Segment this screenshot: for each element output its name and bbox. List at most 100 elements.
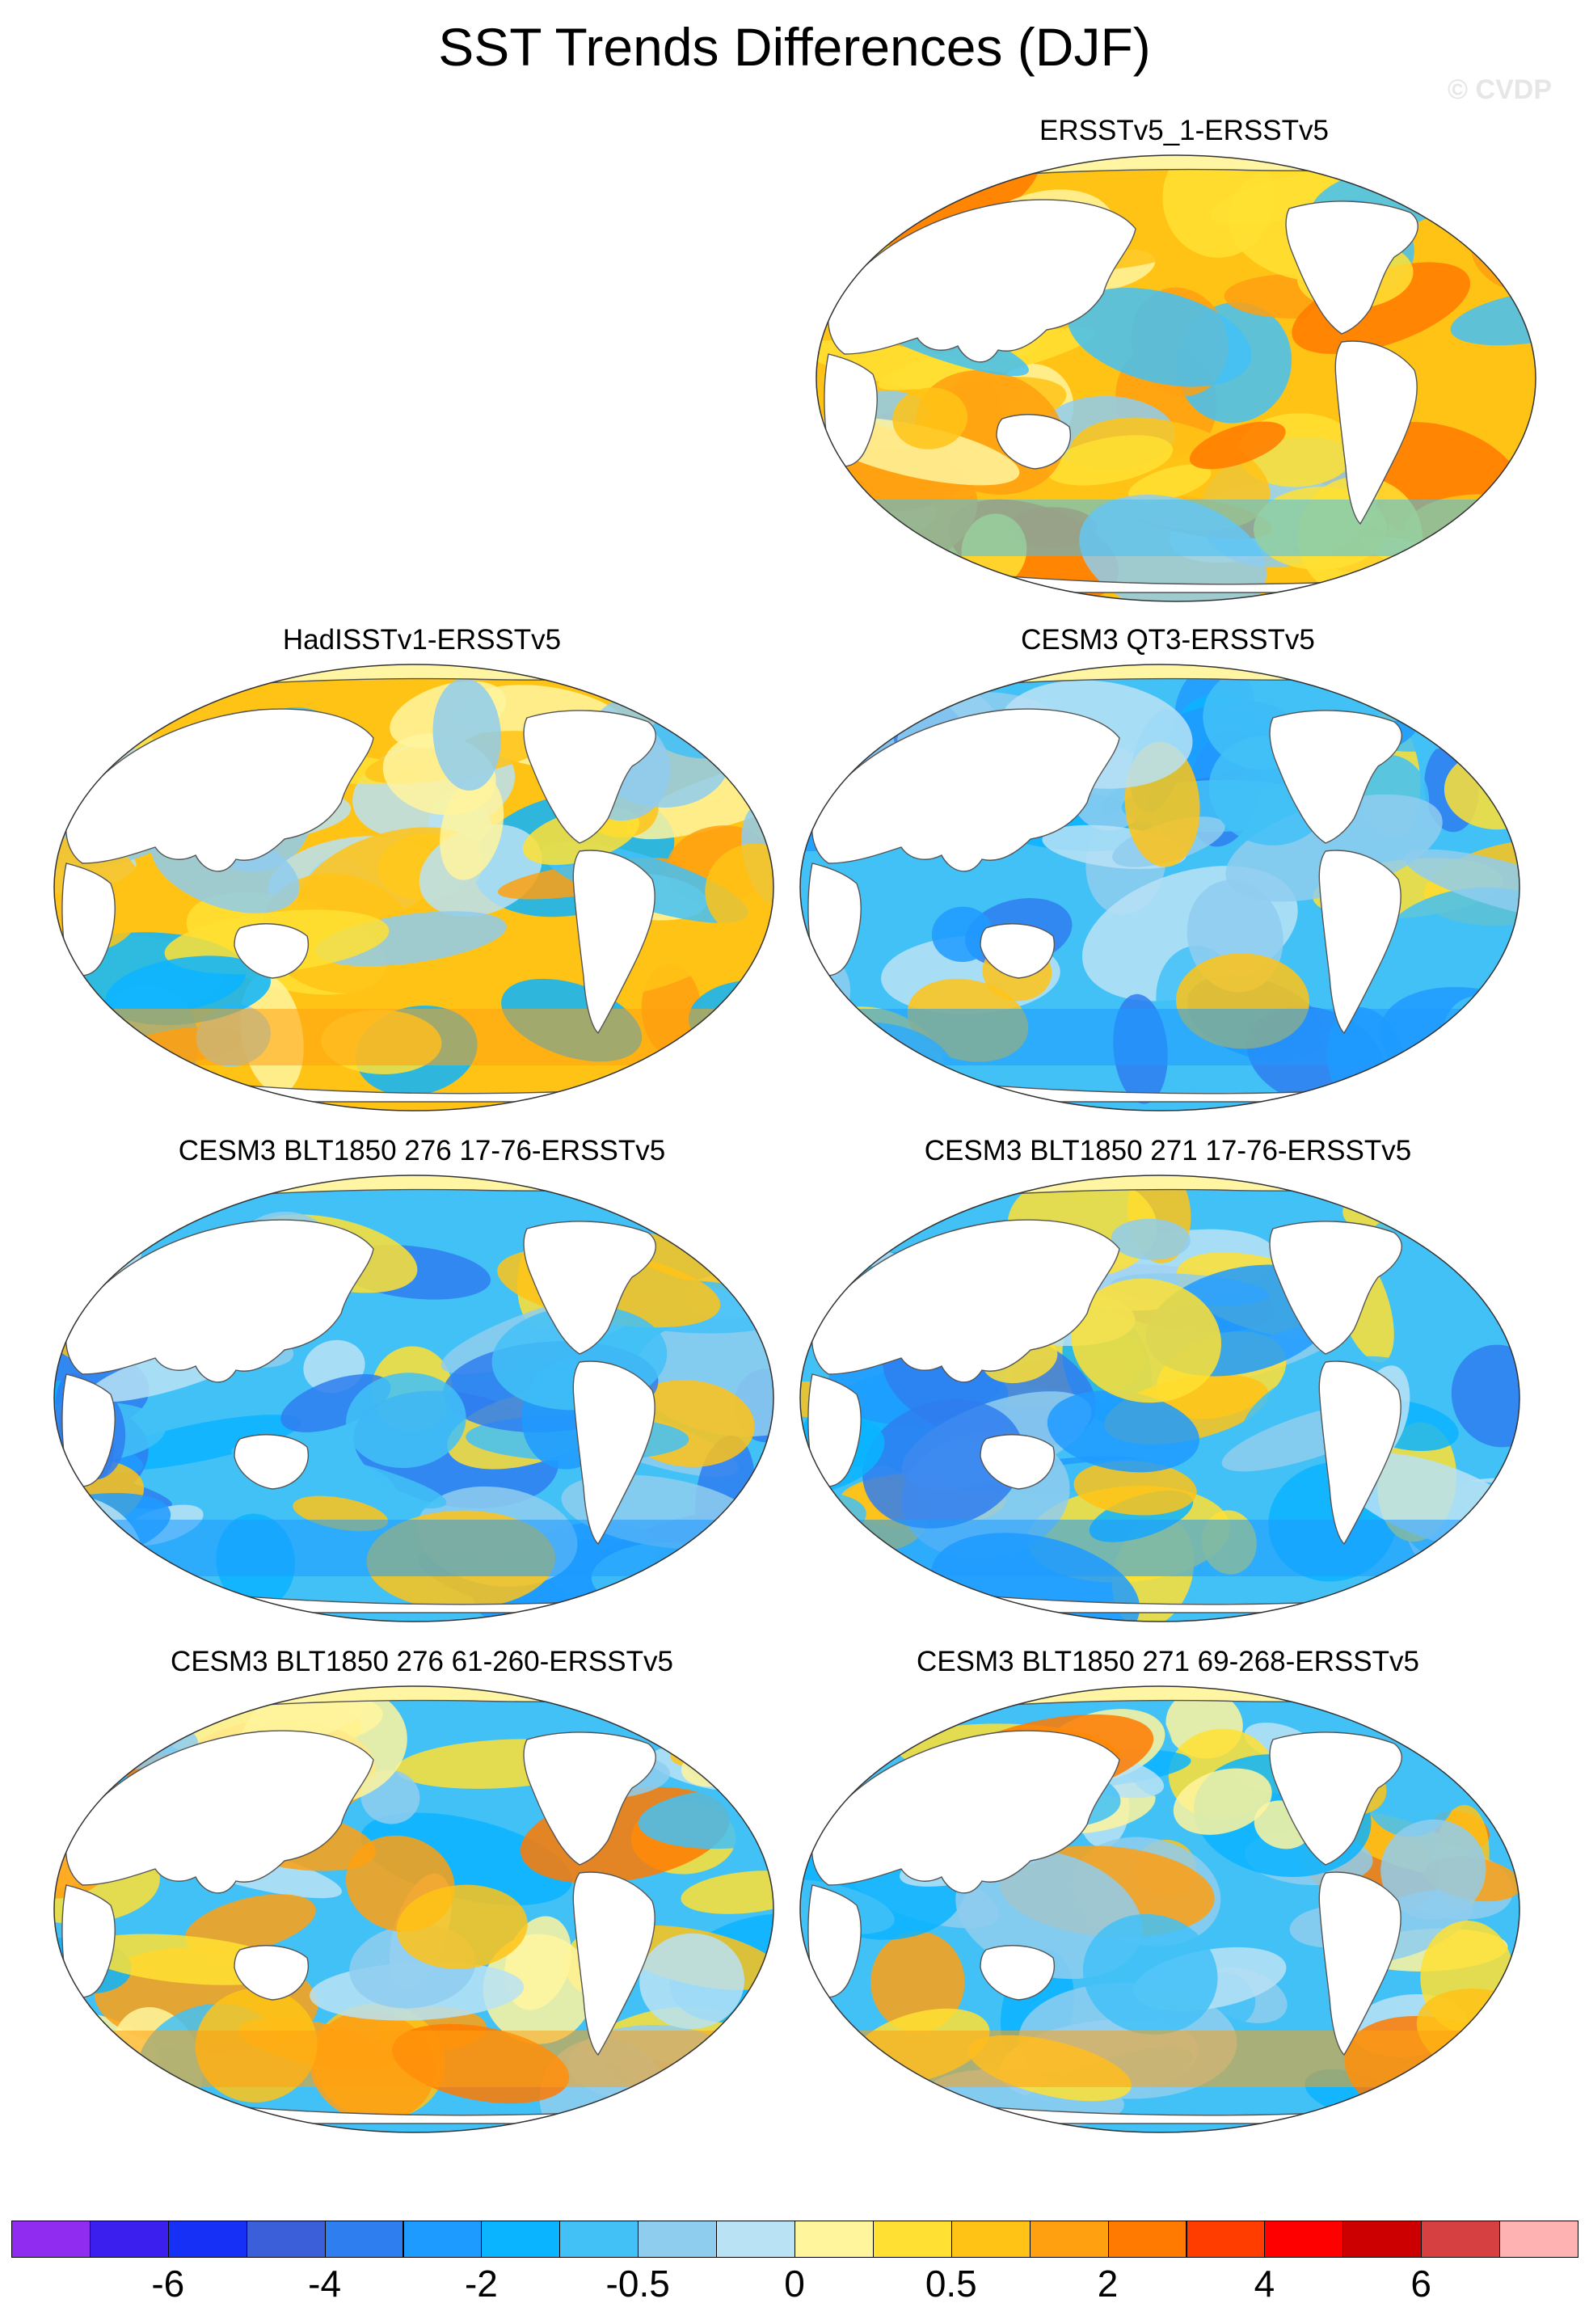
colorbar-tick-label: 2 (1097, 2263, 1119, 2305)
namerica-landmass (523, 710, 656, 844)
southern-ocean-band (54, 1520, 773, 1576)
colorbar-swatch (481, 2221, 561, 2258)
australia-landmass (980, 1434, 1056, 1490)
africa-landmass (807, 863, 862, 976)
anomaly-region (639, 1933, 745, 2030)
namerica-landmass (523, 1221, 656, 1355)
samerica-landmass (572, 1871, 655, 2056)
map-outline (816, 154, 1536, 602)
australia-landmass (234, 1434, 310, 1490)
africa-landmass (807, 1884, 862, 1998)
namerica-landmass (1285, 200, 1418, 335)
anomaly-region (61, 1059, 179, 1099)
colorbar-swatch (89, 2221, 169, 2258)
anomaly-region (1067, 287, 1252, 387)
southern-ocean-band (800, 1520, 1519, 1576)
anomaly-region (931, 906, 994, 963)
africa-landmass (61, 863, 116, 976)
greenland-landmass (1377, 1701, 1452, 1741)
anomaly-region (1111, 1218, 1191, 1260)
namerica-landmass (523, 1731, 656, 1866)
map-panel-cesm3-qt3: CESM3 QT3-ERSSTv5 (796, 622, 1540, 1140)
australia-landmass (234, 1945, 310, 2001)
map-outline (53, 1175, 774, 1622)
anomaly-region (1189, 421, 1286, 470)
world-map (53, 664, 774, 1111)
colorbar-tick-label: 0 (784, 2263, 805, 2305)
map-outline (53, 1685, 774, 2133)
southern-ocean-band (54, 1009, 773, 1065)
colorbar-tick-label: 4 (1254, 2263, 1275, 2305)
colorbar-swatch (167, 2221, 247, 2258)
map-panel-blt1850-271-17-76: CESM3 BLT1850 271 17-76-ERSSTv5 (796, 1133, 1540, 1651)
asia-landmass (811, 708, 1120, 872)
greenland-landmass (631, 1190, 706, 1230)
map-outline (53, 664, 774, 1111)
map-panel-blt1850-276-61-260: CESM3 BLT1850 276 61-260-ERSSTv5 (50, 1644, 794, 2162)
colorbar-swatch (1186, 2221, 1266, 2258)
anomaly-region (892, 387, 968, 449)
samerica-landmass (1334, 340, 1418, 525)
southern-ocean-band (800, 2031, 1519, 2087)
colorbar-swatch (403, 2221, 483, 2258)
anomaly-region (432, 678, 501, 791)
anomaly-region (1404, 849, 1519, 922)
colorbar-tick-label: -6 (151, 2263, 185, 2305)
asia-landmass (65, 1730, 374, 1894)
anomaly-region (1082, 1913, 1218, 2035)
asia-landmass (811, 1730, 1120, 1894)
anomaly-region (345, 1373, 466, 1469)
anomaly-region (626, 755, 773, 840)
greenland-landmass (1377, 679, 1452, 719)
map-panel-blt1850-276-17-76: CESM3 BLT1850 276 17-76-ERSSTv5 (50, 1133, 794, 1651)
anomaly-region (705, 843, 773, 938)
anomaly-region (1380, 1819, 1486, 1920)
anomaly-region (184, 1894, 316, 1955)
colorbar-swatch (1499, 2221, 1578, 2258)
anomaly-region (1046, 435, 1174, 486)
southern-ocean-band (816, 500, 1536, 556)
anomaly-region (61, 1686, 145, 1779)
greenland-landmass (631, 1701, 706, 1741)
copyright-mark: © CVDP (1448, 74, 1552, 105)
world-map (53, 1685, 774, 2133)
greenland-landmass (631, 679, 706, 719)
southern-ocean-band (54, 2031, 773, 2087)
anomaly-region (396, 1884, 528, 1969)
colorbar-swatch (1342, 2221, 1423, 2258)
panel-title: CESM3 QT3-ERSSTv5 (1021, 624, 1315, 656)
samerica-landmass (1318, 1360, 1401, 1546)
anomaly-region (105, 955, 271, 1026)
asia-landmass (811, 1219, 1120, 1383)
colorbar-swatch (1029, 2221, 1109, 2258)
namerica-landmass (1269, 1731, 1402, 1866)
panel-title: CESM3 BLT1850 276 61-260-ERSSTv5 (171, 1646, 673, 1677)
world-map (799, 1685, 1520, 2133)
map-outline (799, 1685, 1520, 2133)
australia-landmass (980, 923, 1056, 979)
asia-landmass (827, 199, 1136, 363)
colorbar (11, 2221, 1578, 2259)
colorbar-swatch (950, 2221, 1031, 2258)
map-panel-hadisstv1: HadISSTv1-ERSSTv5 (50, 622, 794, 1140)
colorbar-swatch (638, 2221, 718, 2258)
colorbar-swatch (324, 2221, 404, 2258)
anomaly-region (1292, 262, 1471, 354)
panel-title: CESM3 BLT1850 271 17-76-ERSSTv5 (924, 1135, 1412, 1166)
africa-landmass (61, 1373, 116, 1487)
anomaly-region (710, 1178, 765, 1268)
asia-landmass (65, 1219, 374, 1383)
asia-landmass (65, 708, 374, 872)
samerica-landmass (1318, 850, 1401, 1035)
anomaly-region (1450, 521, 1536, 584)
panel-title: ERSSTv5_1-ERSSTv5 (1039, 115, 1329, 146)
samerica-landmass (572, 1360, 655, 1546)
colorbar-swatch (246, 2221, 326, 2258)
colorbar-swatch (11, 2221, 91, 2258)
colorbar-swatch (716, 2221, 795, 2258)
colorbar-swatch (1107, 2221, 1187, 2258)
colorbar-tick-label: 6 (1410, 2263, 1431, 2305)
map-outline (799, 1175, 1520, 1622)
world-map (799, 1175, 1520, 1622)
colorbar-tick-label: -2 (464, 2263, 498, 2305)
